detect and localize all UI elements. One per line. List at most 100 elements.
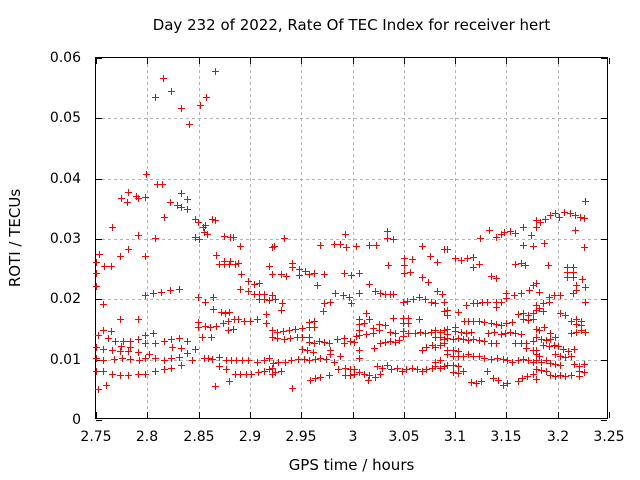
data-point-marker	[392, 339, 400, 347]
data-point-marker	[254, 369, 262, 377]
y-tick-mark	[601, 118, 607, 119]
data-point-marker	[253, 358, 261, 366]
data-point-marker	[361, 370, 369, 378]
data-point-marker	[485, 330, 493, 338]
data-point-marker	[408, 365, 416, 373]
data-point-marker	[141, 370, 149, 378]
data-point-marker	[99, 345, 107, 353]
data-point-marker	[567, 371, 575, 379]
data-point-marker	[381, 291, 389, 298]
data-point-marker	[541, 216, 549, 224]
data-point-marker	[477, 234, 485, 242]
data-point-marker	[253, 316, 261, 324]
data-point-marker	[386, 338, 394, 346]
data-point-marker	[340, 270, 348, 278]
x-tick-label: 3	[348, 429, 358, 445]
data-point-marker	[361, 319, 369, 327]
data-point-marker	[199, 334, 207, 342]
data-point-marker	[232, 260, 240, 268]
data-point-marker	[518, 260, 526, 268]
data-point-marker	[370, 345, 378, 353]
data-point-marker	[487, 356, 495, 364]
data-point-marker	[92, 367, 100, 375]
data-point-marker	[134, 195, 142, 203]
data-point-marker	[484, 367, 492, 375]
x-tick-label: 3.05	[388, 429, 420, 445]
data-point-marker	[386, 329, 394, 337]
data-point-marker	[169, 344, 177, 352]
data-point-marker	[532, 301, 540, 309]
data-point-marker	[557, 310, 565, 318]
data-point-marker	[212, 322, 220, 330]
data-point-marker	[428, 299, 435, 307]
data-point-marker	[454, 335, 462, 343]
data-point-marker	[369, 325, 377, 333]
data-point-marker	[376, 340, 384, 348]
data-point-marker	[268, 327, 276, 335]
data-point-marker	[492, 304, 500, 312]
data-point-marker	[383, 228, 391, 236]
data-point-marker	[422, 366, 430, 374]
data-point-marker	[175, 335, 183, 343]
data-point-marker	[476, 353, 484, 361]
data-point-marker	[515, 310, 523, 318]
data-point-marker	[168, 354, 176, 362]
data-point-marker	[295, 266, 303, 274]
data-point-marker	[305, 319, 313, 327]
data-point-marker	[192, 234, 200, 242]
data-point-marker	[195, 324, 203, 332]
data-point-marker	[124, 198, 132, 206]
data-point-marker	[205, 354, 213, 362]
data-point-marker	[92, 259, 100, 267]
data-point-marker	[444, 306, 452, 314]
data-point-marker	[100, 263, 108, 271]
data-point-marker	[542, 357, 550, 365]
data-point-marker	[340, 335, 348, 343]
data-point-marker	[289, 385, 297, 393]
data-point-marker	[502, 294, 510, 302]
data-point-marker	[298, 345, 306, 353]
data-point-marker	[529, 358, 537, 366]
data-point-marker	[444, 361, 452, 369]
data-point-marker	[330, 358, 338, 366]
data-point-marker	[464, 351, 472, 359]
data-point-marker	[152, 368, 159, 376]
data-point-marker	[356, 315, 364, 323]
data-point-marker	[222, 357, 230, 365]
x-tick-label: 2.9	[238, 429, 262, 445]
data-point-marker	[581, 299, 589, 307]
data-point-marker	[460, 317, 468, 325]
data-point-marker	[201, 229, 209, 237]
data-point-marker	[312, 375, 320, 383]
data-point-marker	[441, 299, 449, 307]
y-tick-mark	[96, 118, 102, 119]
data-point-marker	[576, 213, 584, 221]
data-point-marker	[509, 358, 517, 366]
data-point-marker	[542, 336, 550, 344]
data-point-marker	[376, 371, 384, 379]
data-point-marker	[581, 284, 589, 292]
x-tick-label: 3.25	[593, 429, 625, 445]
data-point-marker	[492, 340, 500, 348]
data-point-marker	[255, 295, 263, 303]
data-point-marker	[529, 315, 537, 323]
data-point-marker	[221, 309, 229, 317]
data-point-marker	[177, 105, 185, 113]
data-point-marker	[183, 195, 191, 203]
y-tick-label: 0.05	[49, 110, 81, 126]
data-point-marker	[532, 334, 540, 342]
data-point-marker	[401, 254, 409, 262]
data-point-marker	[547, 330, 555, 338]
data-point-marker	[418, 346, 426, 354]
data-point-marker	[569, 290, 577, 298]
data-point-marker	[532, 224, 540, 232]
data-point-marker	[441, 336, 449, 344]
data-point-marker	[557, 352, 565, 360]
data-point-marker	[225, 378, 233, 386]
data-point-marker	[444, 335, 452, 343]
data-point-marker	[225, 309, 233, 317]
data-point-marker	[437, 329, 445, 337]
data-point-marker	[305, 324, 313, 332]
data-point-marker	[562, 353, 570, 361]
data-point-marker	[237, 371, 245, 379]
